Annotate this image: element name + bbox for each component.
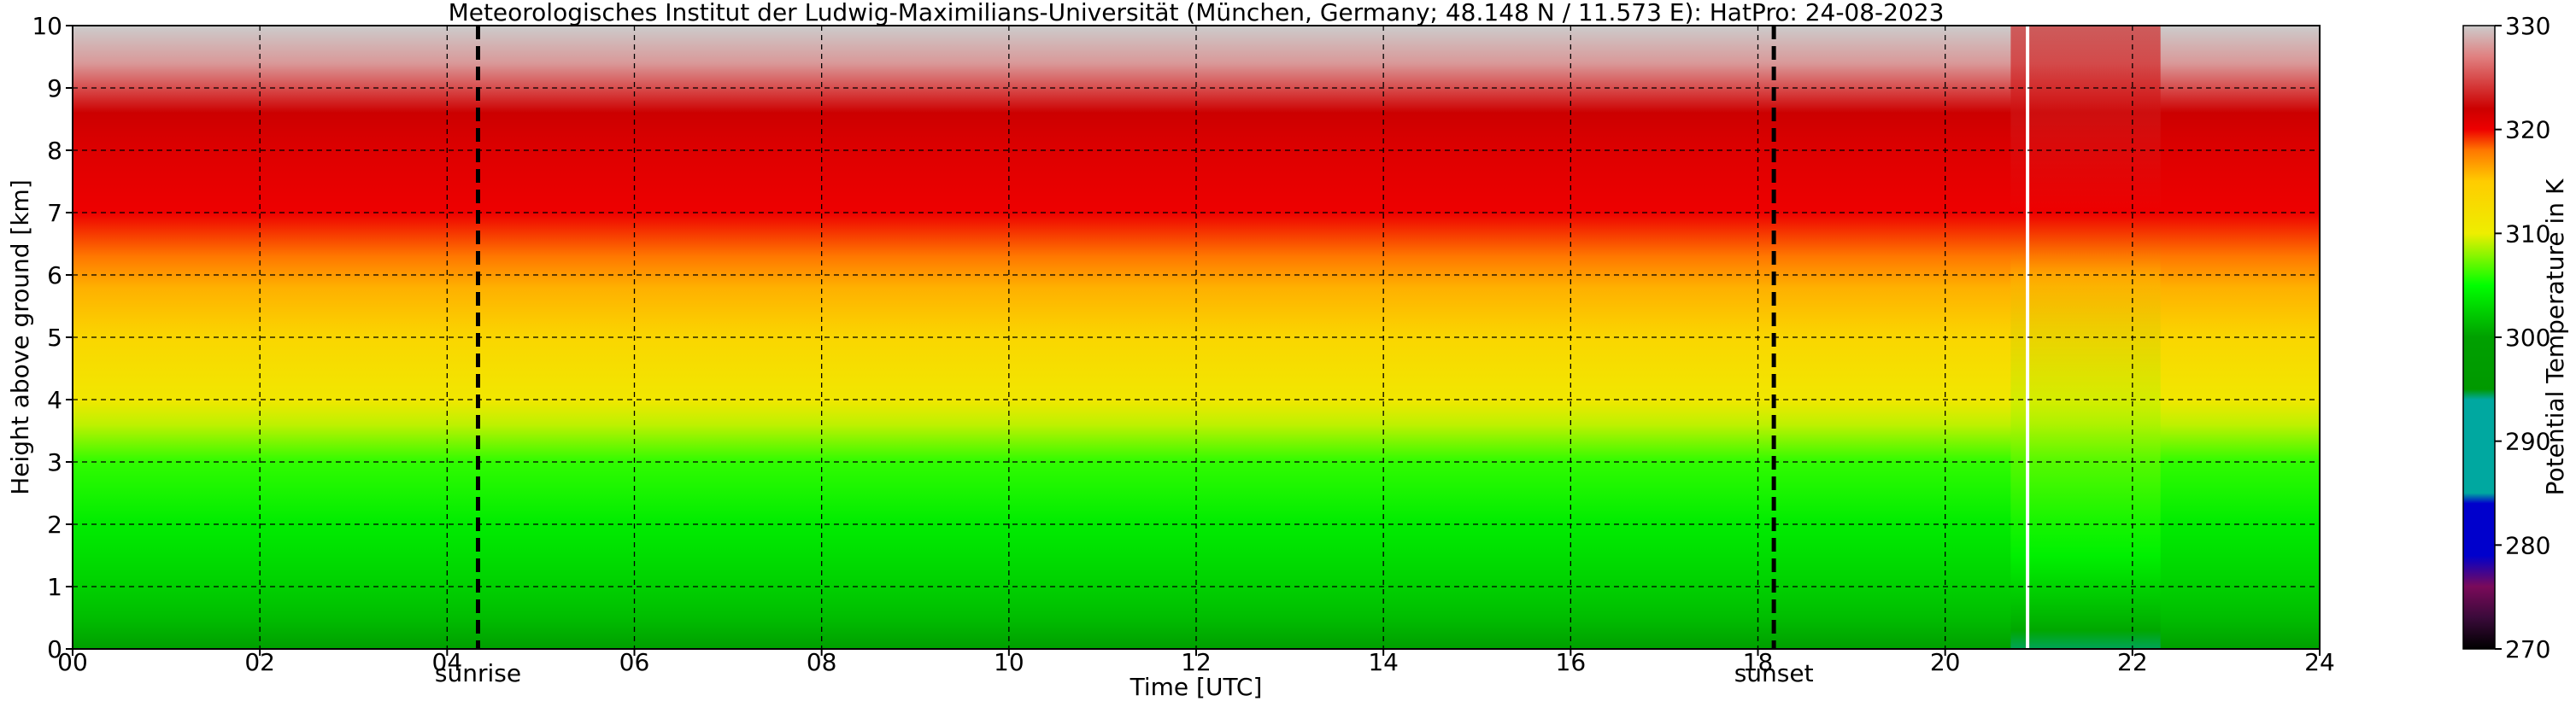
x-tick-label: 10 — [994, 648, 1024, 676]
colorbar-tick-label: 290 — [2505, 428, 2550, 456]
x-tick-label: 08 — [807, 648, 837, 676]
y-tick-label: 5 — [47, 324, 62, 352]
x-tick-label: 00 — [57, 648, 88, 676]
y-tick-label: 4 — [47, 386, 62, 414]
colorbar-tick-label: 310 — [2505, 219, 2550, 248]
x-tick-label: 20 — [1930, 648, 1961, 676]
y-tick-label: 8 — [47, 137, 62, 165]
x-tick-label: 12 — [1181, 648, 1212, 676]
y-tick-label: 2 — [47, 511, 62, 539]
colorbar-tick-label: 270 — [2505, 635, 2550, 663]
x-tick-label: 04 — [432, 648, 463, 676]
y-tick-label: 9 — [47, 74, 62, 102]
colorbar-tick-label: 280 — [2505, 531, 2550, 559]
x-tick-label: 22 — [2117, 648, 2148, 676]
y-axis-label: Height above ground [km] — [6, 179, 34, 495]
x-tick-label: 16 — [1556, 648, 1587, 676]
y-tick-label: 10 — [32, 12, 62, 40]
colorbar-tick-label: 320 — [2505, 116, 2550, 144]
x-tick-label: 24 — [2304, 648, 2335, 676]
grid-layer — [73, 26, 2320, 649]
x-tick-label: 14 — [1368, 648, 1399, 676]
x-axis-label: Time [UTC] — [1130, 673, 1263, 701]
colorbar-fill — [2462, 25, 2496, 650]
y-tick-label: 1 — [47, 573, 62, 601]
x-tick-label: 18 — [1743, 648, 1774, 676]
y-tick-label: 6 — [47, 261, 62, 289]
sunrise-label: sunrise — [435, 659, 521, 687]
x-axis-ticks: 00 02 04 06 08 10 12 14 16 18 20 22 24 — [57, 648, 2335, 676]
y-tick-label: 0 — [47, 635, 62, 663]
x-tick-label: 06 — [619, 648, 650, 676]
chart-title: Meteorologisches Institut der Ludwig-Max… — [449, 0, 1945, 26]
y-tick-label: 7 — [47, 199, 62, 227]
colorbar-label: Potential Temperature in K — [2541, 178, 2569, 495]
event-layer: sunrise sunset — [435, 26, 1814, 687]
y-axis-ticks: 0 1 2 3 4 5 6 7 8 9 10 — [32, 12, 73, 663]
colorbar: 270 280 290 300 310 320 330 — [2462, 12, 2550, 663]
colorbar-tick-label: 300 — [2505, 324, 2550, 352]
sunset-label: sunset — [1734, 659, 1814, 687]
y-tick-label: 3 — [47, 448, 62, 476]
colorbar-tick-label: 330 — [2505, 12, 2550, 40]
x-tick-label: 02 — [244, 648, 275, 676]
